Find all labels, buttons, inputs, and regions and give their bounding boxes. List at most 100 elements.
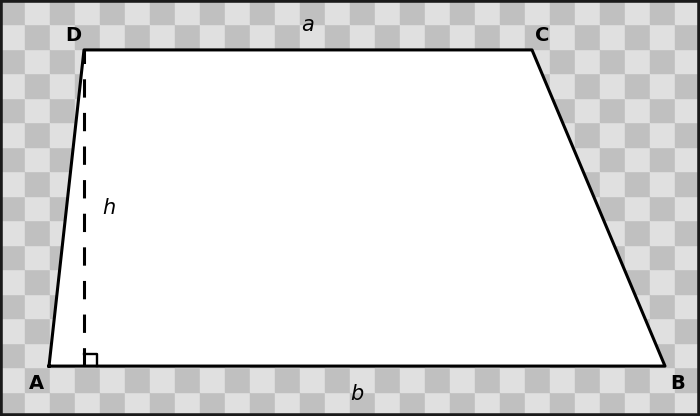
Bar <box>625 220 650 245</box>
Bar <box>25 391 50 416</box>
Bar <box>425 294 450 318</box>
Bar <box>675 25 700 49</box>
Bar <box>150 367 175 391</box>
Bar <box>0 122 25 147</box>
Bar <box>325 294 350 318</box>
Bar <box>100 391 125 416</box>
Bar <box>525 220 550 245</box>
Bar <box>450 122 475 147</box>
Bar <box>350 367 375 391</box>
Bar <box>350 25 375 49</box>
Bar <box>600 49 625 73</box>
Bar <box>575 73 600 98</box>
Bar <box>200 196 225 220</box>
Bar <box>350 122 375 147</box>
Bar <box>350 171 375 196</box>
Bar <box>250 25 275 49</box>
Bar <box>425 147 450 171</box>
Bar <box>550 391 575 416</box>
Bar <box>500 171 525 196</box>
Bar <box>25 245 50 269</box>
Bar <box>400 294 425 318</box>
Bar <box>500 391 525 416</box>
Bar <box>100 220 125 245</box>
Bar <box>300 367 325 391</box>
Bar <box>400 73 425 98</box>
Bar <box>425 367 450 391</box>
Bar <box>175 147 200 171</box>
Bar <box>50 367 75 391</box>
Bar <box>125 367 150 391</box>
Bar <box>550 367 575 391</box>
Bar <box>375 122 400 147</box>
Bar <box>300 122 325 147</box>
Bar <box>350 318 375 343</box>
Bar <box>550 25 575 49</box>
Bar <box>125 196 150 220</box>
Bar <box>550 0 575 25</box>
Bar <box>125 294 150 318</box>
Bar <box>250 98 275 122</box>
Bar <box>75 343 100 367</box>
Bar <box>300 171 325 196</box>
Bar <box>300 245 325 269</box>
Bar <box>325 98 350 122</box>
Bar <box>450 25 475 49</box>
Bar <box>375 391 400 416</box>
Bar <box>225 220 250 245</box>
Bar <box>600 122 625 147</box>
Bar <box>425 196 450 220</box>
Bar <box>650 98 675 122</box>
Bar <box>625 391 650 416</box>
Bar <box>275 49 300 73</box>
Bar <box>400 367 425 391</box>
Bar <box>75 196 100 220</box>
Bar <box>675 269 700 294</box>
Bar <box>400 318 425 343</box>
Bar <box>50 318 75 343</box>
Bar <box>50 196 75 220</box>
Bar <box>0 245 25 269</box>
Bar <box>275 367 300 391</box>
Bar <box>300 196 325 220</box>
Bar <box>600 147 625 171</box>
Bar <box>75 367 100 391</box>
Polygon shape <box>49 50 665 366</box>
Bar <box>600 245 625 269</box>
Bar <box>75 147 100 171</box>
Bar <box>0 318 25 343</box>
Bar <box>375 269 400 294</box>
Bar <box>150 147 175 171</box>
Bar <box>250 367 275 391</box>
Bar <box>600 73 625 98</box>
Bar <box>525 122 550 147</box>
Bar <box>575 367 600 391</box>
Bar <box>225 367 250 391</box>
Bar <box>25 294 50 318</box>
Bar <box>225 294 250 318</box>
Bar <box>675 294 700 318</box>
Bar <box>550 220 575 245</box>
Bar <box>600 294 625 318</box>
Bar <box>100 196 125 220</box>
Bar <box>125 318 150 343</box>
Bar <box>275 220 300 245</box>
Bar <box>100 343 125 367</box>
Bar <box>50 73 75 98</box>
Bar <box>200 294 225 318</box>
Bar <box>450 391 475 416</box>
Bar <box>325 367 350 391</box>
Bar <box>250 196 275 220</box>
Bar <box>200 98 225 122</box>
Bar <box>125 147 150 171</box>
Bar <box>50 122 75 147</box>
Bar <box>375 98 400 122</box>
Bar <box>0 73 25 98</box>
Bar <box>650 367 675 391</box>
Bar <box>575 49 600 73</box>
Bar <box>150 171 175 196</box>
Bar <box>375 25 400 49</box>
Bar <box>200 245 225 269</box>
Bar <box>550 49 575 73</box>
Bar <box>200 0 225 25</box>
